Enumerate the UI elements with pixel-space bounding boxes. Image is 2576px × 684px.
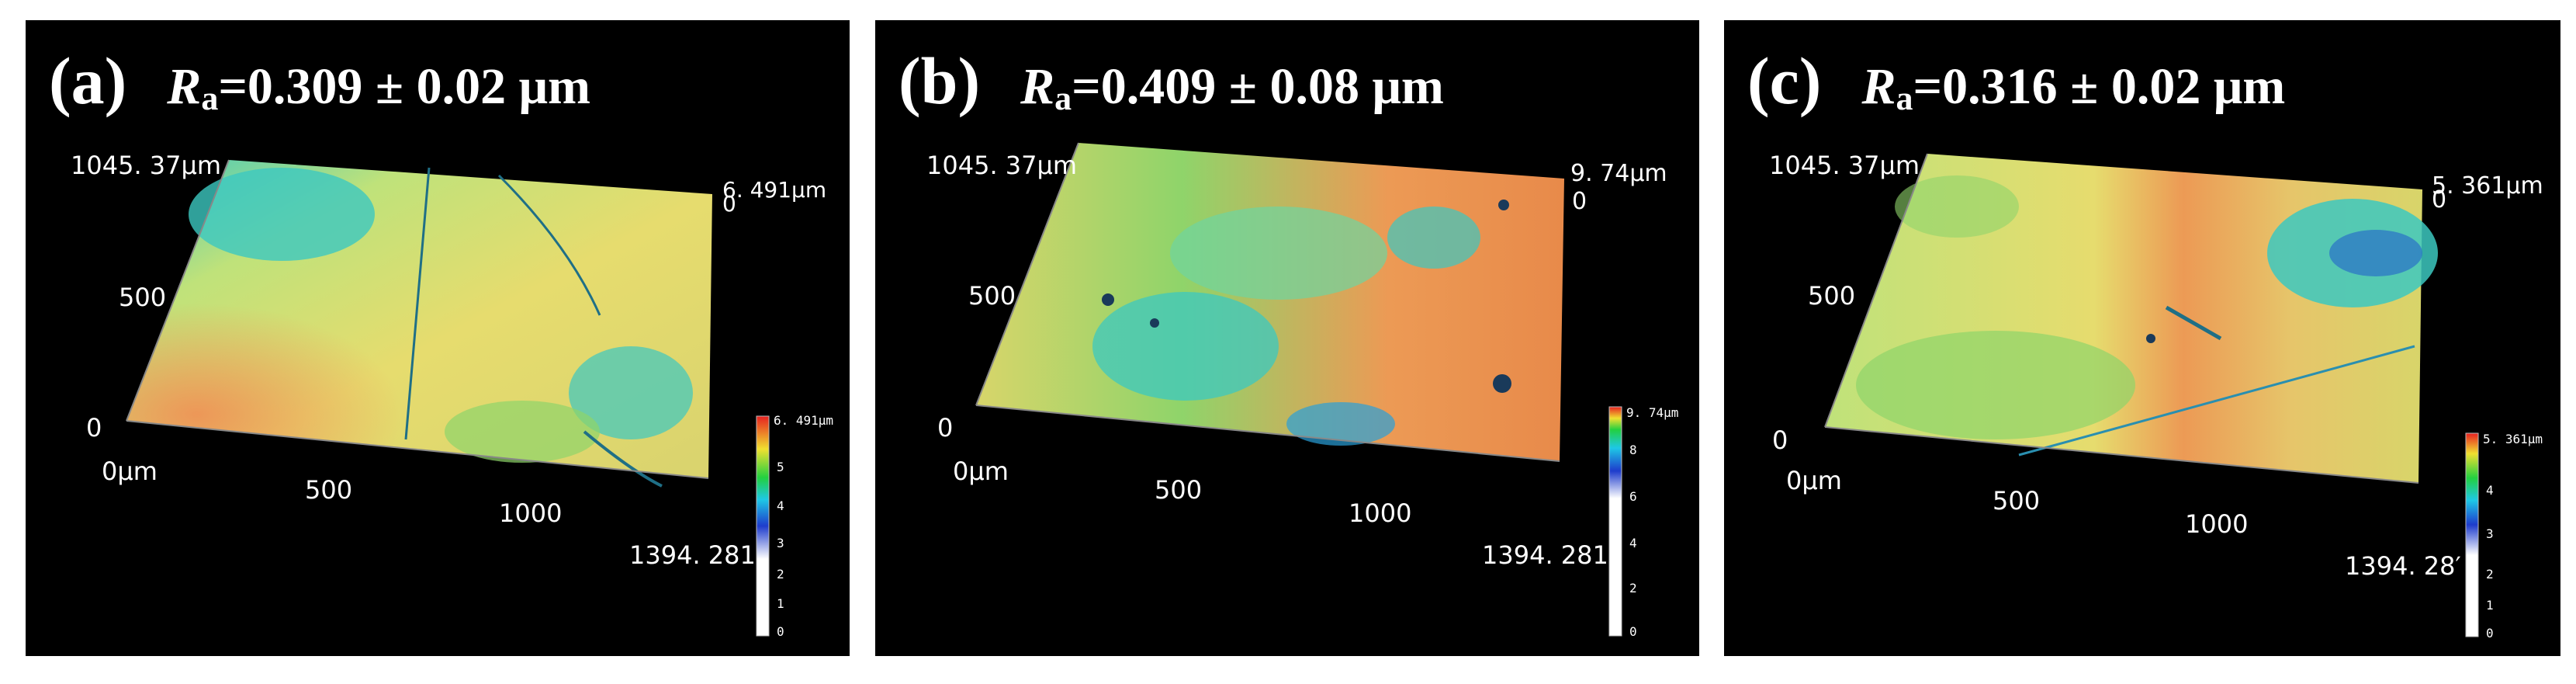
roughness-value: Ra=0.309 ± 0.02 μm (167, 58, 591, 117)
pit-mark (1498, 200, 1509, 210)
y-axis-zero-label: 0 (86, 413, 102, 443)
surface-a-cyan-zone (569, 346, 693, 439)
colorbar-max-label: 6. 491μm (774, 413, 834, 428)
z-axis-max-label: 9. 74μm (1570, 160, 1667, 187)
z-axis-max-label: 6. 491μm (722, 177, 827, 203)
scratch-line (497, 174, 601, 316)
panel-title: (c) Ra=0.316 ± 0.02 μm (1747, 42, 2285, 120)
colorbar-tick: 1 (2486, 598, 2494, 613)
x-axis-line (975, 404, 1560, 462)
colorbar-tick: 5 (777, 460, 784, 474)
y-axis-line (1824, 153, 1928, 428)
x-axis-max-label: 1394. 28′ (2345, 551, 2461, 581)
surface-c-green-zone (1856, 331, 2135, 439)
colorbar-tick: 3 (777, 536, 784, 550)
colorbar-tick: 2 (1629, 581, 1637, 595)
colorbar-tick: 3 (2486, 526, 2494, 541)
colorbar-tick: 2 (2486, 567, 2494, 582)
panel-label: (a) (49, 43, 127, 118)
colorbar-max-label: 5. 361μm (2483, 432, 2543, 446)
surface-a-cyan-zone (189, 168, 375, 261)
colorbar-tick: 1 (777, 596, 784, 611)
colorbar-tick: 4 (777, 498, 784, 513)
panel-c: (c) Ra=0.316 ± 0.02 μm 1045. 37μm 500 0 … (1724, 20, 2560, 656)
colorbar-a (756, 415, 770, 637)
colorbar-tick: 0 (777, 624, 784, 639)
y-axis-max-label: 1045. 37μm (71, 151, 222, 180)
y-axis-max-label: 1045. 37μm (1769, 151, 1920, 180)
colorbar-tick: 0 (2486, 626, 2494, 641)
panel-title: (a) Ra=0.309 ± 0.02 μm (49, 42, 590, 120)
colorbar-tick: 4 (1629, 536, 1637, 550)
x-axis-1000-label: 1000 (499, 498, 563, 528)
pit-mark (1150, 318, 1159, 328)
colorbar-c (2465, 432, 2479, 637)
x-axis-1000-label: 1000 (2185, 509, 2249, 539)
colorbar-b (1608, 406, 1622, 637)
scratch-line (2165, 305, 2222, 341)
scratch-line (583, 430, 663, 488)
surface-a-green-zone (445, 401, 600, 463)
surface-b-cyan-zone (1387, 207, 1480, 269)
x-axis-line (1824, 426, 2419, 484)
x-axis-max-label: 1394. 281 (629, 540, 756, 570)
x-axis-mid-label: 500 (1155, 475, 1203, 505)
x-axis-zero-label: 0μm (102, 457, 158, 486)
panel-label: (b) (898, 43, 981, 118)
surface-c-blue-zone (2329, 230, 2422, 276)
x-axis-zero-label: 0μm (1786, 466, 1842, 495)
colorbar-max-label: 9. 74μm (1626, 405, 1679, 420)
surface-c-green-zone (1895, 175, 2019, 238)
x-axis-1000-label: 1000 (1349, 498, 1412, 528)
scratch-line (2018, 345, 2415, 457)
panel-a: (a) Ra=0.309 ± 0.02 μm 1045. 37μm 500 0 … (26, 20, 850, 656)
x-axis-zero-label: 0μm (953, 457, 1009, 486)
z-axis-zero-label: 0 (2432, 186, 2447, 214)
panel-title: (b) Ra=0.409 ± 0.08 μm (898, 42, 1444, 120)
y-axis-line (975, 142, 1079, 406)
pit-mark (1493, 374, 1511, 393)
x-axis-mid-label: 500 (305, 475, 353, 505)
roughness-value: Ra=0.409 ± 0.08 μm (1020, 58, 1444, 117)
x-axis-line (126, 420, 709, 479)
z-axis-zero-label: 0 (722, 191, 736, 217)
z-axis-zero-label: 0 (1572, 188, 1587, 215)
z-axis-max-label: 5. 361μm (2432, 172, 2543, 200)
surface-plot-a (126, 159, 770, 637)
scratch-line (404, 167, 431, 440)
y-axis-mid-label: 500 (119, 283, 167, 312)
pit-mark (1102, 293, 1114, 306)
y-axis-max-label: 1045. 37μm (926, 151, 1078, 180)
surface-b-cyan-zone (1170, 207, 1387, 300)
colorbar-tick: 8 (1629, 443, 1637, 457)
x-axis-mid-label: 500 (1993, 486, 2041, 516)
surface-b-blue-zone (1286, 402, 1395, 446)
y-axis-zero-label: 0 (1772, 425, 1788, 455)
colorbar-tick: 2 (777, 567, 784, 582)
roughness-value: Ra=0.316 ± 0.02 μm (1861, 58, 2286, 117)
y-axis-mid-label: 500 (968, 281, 1016, 311)
colorbar-tick: 4 (2486, 483, 2494, 498)
panel-label: (c) (1747, 43, 1822, 118)
colorbar-tick: 0 (1629, 624, 1637, 639)
y-axis-mid-label: 500 (1808, 281, 1856, 311)
surface-plot-b (975, 142, 1622, 637)
colorbar-tick: 6 (1629, 489, 1637, 504)
y-axis-line (126, 159, 230, 422)
surface-b-cyan-zone (1092, 292, 1279, 401)
surface-plot-c (1824, 153, 2479, 637)
x-axis-max-label: 1394. 281 (1482, 540, 1608, 570)
y-axis-zero-label: 0 (937, 413, 954, 443)
pit-mark (2146, 334, 2155, 343)
panel-b: (b) Ra=0.409 ± 0.08 μm 1045. 37μm 500 0 … (875, 20, 1699, 656)
